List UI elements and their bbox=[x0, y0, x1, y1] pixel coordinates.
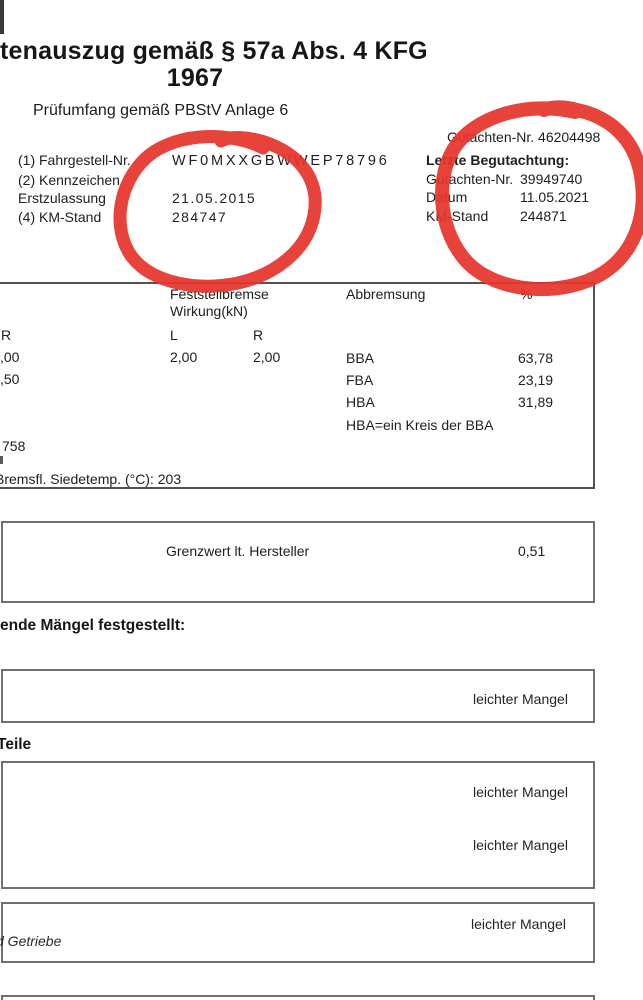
parkbrake-sub-right: R bbox=[253, 327, 264, 343]
defect-box-3 bbox=[1, 902, 595, 963]
parkbrake-sub-left: L bbox=[170, 327, 178, 343]
limit-box bbox=[1, 521, 595, 603]
brake-table-right-rule bbox=[593, 282, 595, 489]
vin-label: (1) Fahrgestell-Nr. bbox=[18, 152, 131, 168]
defect3-severity: leichter Mangel bbox=[471, 916, 566, 932]
odometer-value: 284747 bbox=[172, 208, 228, 225]
brake-table-bottom-rule bbox=[0, 487, 595, 489]
last-odometer-value: 244871 bbox=[520, 207, 567, 224]
last-inspection-block: Letzte Begutachtung: Gutachten-Nr. 399497… bbox=[426, 151, 589, 225]
cropped-text-fragment bbox=[0, 456, 3, 464]
plate-label: (2) Kennzeichen bbox=[18, 171, 120, 188]
hba-value: 31,89 bbox=[518, 394, 554, 410]
last-inspection-heading: Letzte Begutachtung: bbox=[426, 152, 570, 168]
last-inspection-row-odometer: KM-Stand 244871 bbox=[426, 207, 589, 226]
parkbrake-header-line1: Feststellbremse bbox=[170, 286, 269, 302]
defects-heading-fragment: ende Mängel festgestellt: bbox=[0, 617, 186, 634]
brake-table-top-rule bbox=[0, 282, 595, 284]
last-odometer-label: KM-Stand bbox=[426, 207, 489, 224]
last-inspection-row-date: Datum 11.05.2021 bbox=[426, 188, 589, 207]
left-fragment-value-2: ,50 bbox=[0, 371, 20, 387]
page-subtitle: Prüfumfang gemäß PBStV Anlage 6 bbox=[33, 102, 289, 119]
fba-label: FBA bbox=[346, 372, 374, 388]
defect-box-1 bbox=[1, 669, 595, 723]
defect2a-severity: leichter Mangel bbox=[473, 784, 568, 800]
photo-edge-artifact bbox=[0, 0, 4, 34]
page-title-line2: 1967 bbox=[166, 64, 224, 92]
page-title-line1: tenauszug gemäß § 57a Abs. 4 KFG bbox=[0, 37, 428, 65]
defect3-item-fragment: d Getriebe bbox=[0, 933, 62, 949]
number-fragment-758: 758 bbox=[2, 438, 26, 454]
defects-section-heading-fragment: Teile bbox=[0, 736, 32, 753]
left-column-fragment-r: R bbox=[1, 327, 12, 343]
vehicle-row-first-registration: Erstzulassung 21.05.2015 bbox=[18, 189, 390, 208]
brake-fluid-line: Bremsfl. Siedetemp. (°C): 203 bbox=[0, 471, 182, 487]
parkbrake-left-value: 2,00 bbox=[170, 349, 198, 365]
defect2b-severity: leichter Mangel bbox=[473, 837, 568, 853]
defect1-severity: leichter Mangel bbox=[473, 691, 568, 707]
limit-value: 0,51 bbox=[518, 543, 546, 559]
first-registration-label: Erstzulassung bbox=[18, 190, 106, 207]
fba-value: 23,19 bbox=[518, 372, 554, 388]
bba-value: 63,78 bbox=[518, 350, 554, 366]
left-fragment-value-1: ,00 bbox=[0, 349, 20, 365]
report-number: Gutachten-Nr. 46204498 bbox=[447, 129, 601, 145]
last-report-value: 39949740 bbox=[520, 170, 583, 187]
vehicle-data-block: (1) Fahrgestell-Nr. WF0MXXGBWWEP78796 (2)… bbox=[18, 151, 390, 226]
last-report-label: Gutachten-Nr. bbox=[426, 170, 514, 187]
last-inspection-row-report: Gutachten-Nr. 39949740 bbox=[426, 170, 589, 189]
limit-label: Grenzwert lt. Hersteller bbox=[166, 543, 310, 559]
parkbrake-header-line2: Wirkung(kN) bbox=[170, 303, 248, 319]
last-date-label: Datum bbox=[426, 189, 468, 206]
vehicle-row-odometer: (4) KM-Stand 284747 bbox=[18, 208, 390, 227]
vin-value: WF0MXXGBWWEP78796 bbox=[172, 153, 390, 169]
defect-box-2 bbox=[1, 761, 595, 889]
bba-label: BBA bbox=[346, 350, 375, 366]
percent-header: % bbox=[520, 286, 533, 302]
defect-box-4-partial bbox=[1, 995, 595, 1000]
first-registration-value: 21.05.2015 bbox=[172, 190, 257, 207]
odometer-label: (4) KM-Stand bbox=[18, 208, 102, 225]
page-title: tenauszug gemäß § 57a Abs. 4 KFG 1967 bbox=[0, 37, 428, 92]
vehicle-row-vin: (1) Fahrgestell-Nr. WF0MXXGBWWEP78796 bbox=[18, 151, 390, 171]
last-date-value: 11.05.2021 bbox=[520, 189, 590, 206]
hba-label: HBA bbox=[346, 394, 375, 410]
abbremsung-header: Abbremsung bbox=[346, 286, 426, 302]
vehicle-row-plate: (2) Kennzeichen bbox=[18, 171, 390, 190]
hba-note: HBA=ein Kreis der BBA bbox=[346, 417, 494, 433]
parkbrake-right-value: 2,00 bbox=[253, 349, 281, 365]
